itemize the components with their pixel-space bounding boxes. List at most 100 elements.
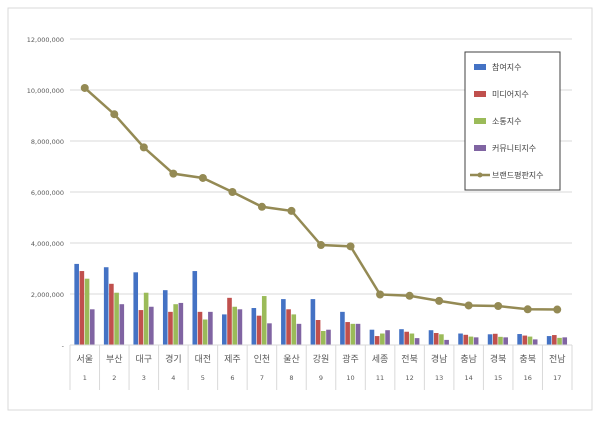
x-rank-label: 5 bbox=[201, 374, 205, 382]
bar-커뮤니티지수-부산 bbox=[119, 304, 125, 345]
bar-커뮤니티지수-광주 bbox=[355, 323, 361, 345]
bar-참여지수-강원 bbox=[310, 299, 316, 345]
x-tick-label: 서울 bbox=[76, 354, 93, 365]
legend-label: 소통지수 bbox=[492, 117, 521, 126]
bar-미디어지수-광주 bbox=[345, 322, 350, 345]
x-tick-label: 충북 bbox=[519, 354, 536, 365]
bar-소통지수-대전 bbox=[202, 319, 208, 345]
x-rank-label: 11 bbox=[376, 374, 384, 382]
x-rank-label: 16 bbox=[524, 374, 532, 382]
x-tick-label: 광주 bbox=[342, 353, 359, 365]
bar-미디어지수-제주 bbox=[227, 297, 232, 345]
bar-커뮤니티지수-경기 bbox=[178, 302, 184, 345]
bar-미디어지수-대전 bbox=[197, 311, 203, 345]
bar-미디어지수-경남 bbox=[433, 333, 439, 345]
bar-커뮤니티지수-세종 bbox=[385, 330, 390, 345]
bar-소통지수-서울 bbox=[84, 278, 90, 345]
bar-소통지수-경기 bbox=[173, 304, 178, 345]
bar-참여지수-경북 bbox=[487, 334, 493, 345]
x-tick-label: 부산 bbox=[106, 354, 123, 365]
bar-커뮤니티지수-울산 bbox=[296, 323, 302, 345]
bar-미디어지수-충남 bbox=[463, 334, 469, 345]
bar-참여지수-전남 bbox=[546, 336, 552, 345]
point-전남 bbox=[553, 305, 562, 314]
x-rank-label: 9 bbox=[319, 374, 323, 382]
point-충북 bbox=[523, 305, 532, 314]
legend-label: 참여지수 bbox=[492, 62, 521, 72]
bar-미디어지수-부산 bbox=[109, 283, 114, 345]
x-tick-label: 경기 bbox=[165, 353, 182, 365]
bar-소통지수-인천 bbox=[261, 296, 267, 345]
bar-소통지수-광주 bbox=[350, 323, 356, 345]
bar-미디어지수-인천 bbox=[256, 315, 262, 345]
bar-커뮤니티지수-전북 bbox=[414, 338, 420, 345]
x-rank-label: 15 bbox=[494, 374, 502, 382]
bar-소통지수-충남 bbox=[468, 336, 474, 345]
point-경북 bbox=[494, 301, 503, 310]
bar-미디어지수-전남 bbox=[552, 335, 557, 345]
bar-커뮤니티지수-서울 bbox=[89, 309, 95, 345]
point-경기 bbox=[169, 169, 178, 178]
x-tick-label: 전북 bbox=[401, 354, 418, 365]
x-rank-label: 14 bbox=[465, 374, 473, 382]
bar-커뮤니티지수-대전 bbox=[208, 311, 213, 345]
bar-소통지수-전남 bbox=[557, 337, 562, 345]
legend-swatch bbox=[474, 118, 486, 124]
x-rank-label: 10 bbox=[346, 374, 354, 382]
bar-미디어지수-강원 bbox=[315, 320, 321, 345]
legend-label: 미디어지수 bbox=[492, 89, 529, 99]
bar-커뮤니티지수-충북 bbox=[532, 339, 538, 345]
x-rank-label: 3 bbox=[142, 374, 146, 382]
y-tick-label: 4,000,000 bbox=[31, 240, 64, 248]
x-tick-label: 전남 bbox=[549, 354, 566, 365]
bar-참여지수-대전 bbox=[192, 271, 198, 345]
legend-label: 커뮤니티지수 bbox=[492, 143, 536, 153]
bar-미디어지수-울산 bbox=[286, 309, 291, 345]
legend-swatch bbox=[474, 64, 486, 70]
bar-참여지수-경남 bbox=[428, 330, 434, 345]
bar-소통지수-대구 bbox=[143, 292, 149, 345]
x-rank-label: 1 bbox=[83, 374, 87, 382]
bar-소통지수-부산 bbox=[114, 292, 119, 345]
x-tick-label: 대전 bbox=[195, 354, 212, 365]
bar-참여지수-서울 bbox=[74, 263, 79, 345]
point-세종 bbox=[376, 290, 385, 299]
bar-참여지수-인천 bbox=[251, 308, 257, 345]
bar-참여지수-광주 bbox=[340, 311, 345, 345]
legend-marker bbox=[477, 172, 483, 178]
bar-미디어지수-서울 bbox=[79, 271, 85, 345]
bar-커뮤니티지수-강원 bbox=[326, 329, 331, 345]
point-서울 bbox=[80, 83, 89, 92]
bar-소통지수-전북 bbox=[409, 333, 415, 345]
y-tick-label: - bbox=[62, 342, 65, 350]
y-tick-label: 2,000,000 bbox=[31, 291, 64, 299]
x-tick-label: 인천 bbox=[254, 354, 271, 365]
x-rank-label: 13 bbox=[435, 374, 443, 382]
bar-참여지수-부산 bbox=[103, 267, 109, 345]
bar-커뮤니티지수-경북 bbox=[503, 337, 508, 345]
y-tick-label: 6,000,000 bbox=[31, 189, 64, 197]
bar-참여지수-경기 bbox=[162, 290, 168, 345]
legend-label: 브랜드평판지수 bbox=[492, 170, 544, 180]
bar-커뮤니티지수-제주 bbox=[237, 309, 243, 345]
bar-미디어지수-대구 bbox=[138, 310, 144, 345]
point-대전 bbox=[198, 173, 207, 182]
x-tick-label: 경북 bbox=[490, 353, 507, 365]
bar-참여지수-대구 bbox=[133, 272, 139, 345]
bar-미디어지수-충북 bbox=[522, 335, 528, 345]
point-울산 bbox=[287, 206, 296, 215]
bar-참여지수-울산 bbox=[281, 299, 286, 345]
bar-참여지수-제주 bbox=[222, 314, 227, 345]
point-경남 bbox=[435, 296, 444, 305]
bar-커뮤니티지수-인천 bbox=[267, 323, 272, 345]
bar-미디어지수-경북 bbox=[492, 333, 498, 345]
bar-참여지수-세종 bbox=[369, 329, 375, 345]
bar-소통지수-충북 bbox=[527, 336, 533, 345]
x-tick-label: 경남 bbox=[431, 353, 448, 365]
x-rank-label: 8 bbox=[289, 374, 293, 382]
x-rank-label: 6 bbox=[230, 374, 234, 382]
legend-swatch bbox=[474, 91, 486, 97]
x-tick-label: 울산 bbox=[283, 354, 300, 365]
